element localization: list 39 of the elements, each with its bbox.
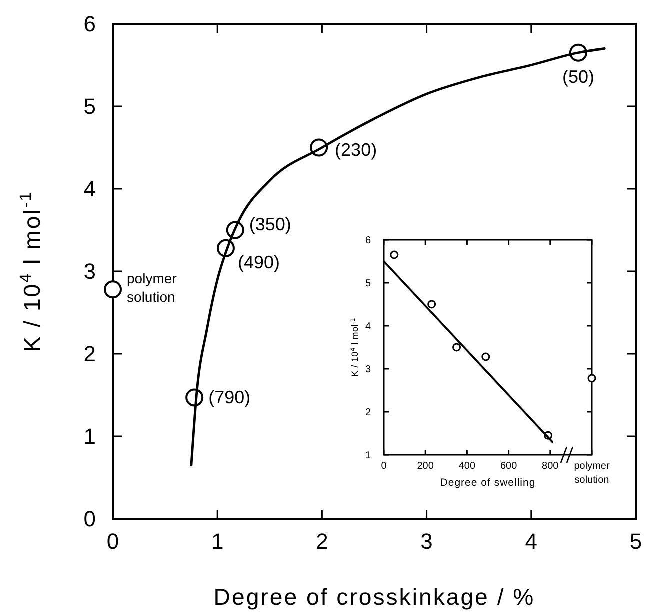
y-tick-label: 5 — [365, 278, 372, 290]
y-tick-label: 4 — [84, 176, 96, 202]
x-tick-label: 800 — [542, 461, 560, 472]
y-tick-label: 2 — [365, 408, 372, 418]
y-tick-label: 3 — [365, 364, 372, 376]
x-tick-label: polymer solution — [574, 461, 610, 486]
y-tick-label: 6 — [365, 236, 372, 246]
x-tick-label: 3 — [420, 529, 433, 554]
point — [390, 250, 399, 260]
y-tick-label: 2 — [84, 342, 96, 367]
annotation: polymer solution — [127, 270, 178, 305]
x-tick-label: 400 — [458, 461, 476, 472]
x-tick-label: 4 — [525, 529, 538, 554]
y-tick-label: 5 — [84, 94, 96, 120]
point — [428, 300, 436, 309]
x-axis-title: Degree of swelling — [440, 477, 536, 489]
y-tick-label: 3 — [84, 259, 96, 284]
x-tick-label: 600 — [500, 461, 518, 472]
y-tick-label: 1 — [84, 424, 96, 450]
x-tick-label: 2 — [316, 529, 328, 554]
point — [482, 352, 490, 362]
x-tick-label: 200 — [417, 461, 434, 472]
x-tick-label: 0 — [106, 529, 120, 554]
x-tick-label: 5 — [630, 529, 642, 554]
y-tick-label: 4 — [365, 322, 372, 332]
y-tick-label: 6 — [84, 12, 96, 37]
x-axis-title: Degree of crosskinkage / % — [214, 584, 536, 610]
annotation: (790) — [208, 388, 251, 408]
annotation: (50) — [562, 66, 594, 87]
point — [104, 280, 122, 299]
x-tick-label: 1 — [211, 529, 224, 554]
annotation: (230) — [335, 140, 378, 160]
annotation: (490) — [238, 252, 280, 272]
annotation: (350) — [249, 214, 292, 234]
point — [452, 343, 462, 352]
y-tick-label: 0 — [84, 506, 96, 532]
point — [588, 374, 596, 383]
y-tick-label: 1 — [365, 450, 372, 462]
x-tick-label: 0 — [381, 461, 388, 472]
